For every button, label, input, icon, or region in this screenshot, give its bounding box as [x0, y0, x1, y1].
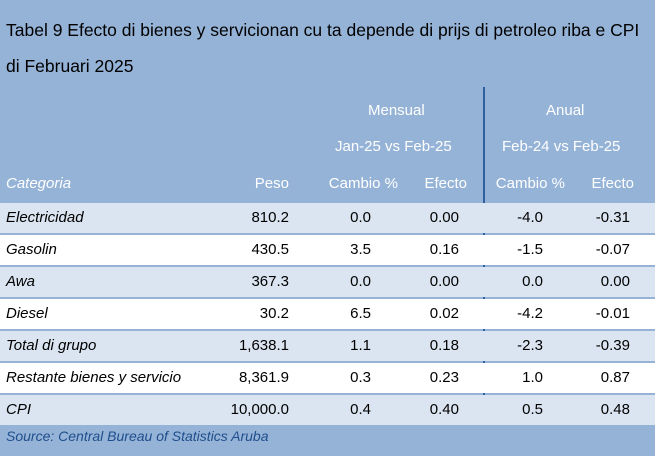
anual-efecto-cell: -0.01 [595, 305, 630, 322]
column-header-categoria: Categoria [6, 175, 72, 192]
category-cell: Total di grupo [6, 337, 97, 354]
column-header-anual-cambio: Cambio % [495, 175, 565, 192]
period-header-anual: Feb-24 vs Feb-25 [502, 138, 621, 155]
mensual-efecto-cell: 0.23 [429, 369, 459, 386]
category-cell: Restante bienes y servicio [6, 369, 182, 386]
table-row: Gasolin 430.5 3.5 0.16 -1.5 -0.07 [0, 235, 655, 265]
anual-cambio-cell: 0.5 [522, 401, 543, 418]
peso-cell: 430.5 [251, 241, 289, 258]
table-body: Electricidad 810.2 0.0 0.00 -4.0 -0.31 G… [0, 203, 655, 427]
mensual-efecto-cell: 0.40 [429, 401, 459, 418]
table-row: Awa 367.3 0.0 0.00 0.0 0.00 [0, 267, 655, 297]
mensual-efecto-cell: 0.00 [429, 209, 459, 226]
peso-cell: 810.2 [251, 209, 289, 226]
anual-efecto-cell: -0.39 [595, 337, 630, 354]
column-header-mensual-cambio: Cambio % [328, 175, 398, 192]
mensual-efecto-cell: 0.00 [429, 273, 459, 290]
mensual-cambio-cell: 1.1 [350, 337, 371, 354]
mensual-efecto-cell: 0.16 [429, 241, 459, 258]
mensual-cambio-cell: 0.0 [350, 273, 371, 290]
mensual-cambio-cell: 6.5 [350, 305, 371, 322]
column-header-anual-efecto: Efecto [591, 175, 634, 192]
mensual-efecto-cell: 0.02 [429, 305, 459, 322]
table-row: CPI 10,000.0 0.4 0.40 0.5 0.48 [0, 395, 655, 425]
category-cell: Electricidad [6, 209, 84, 226]
mensual-cambio-cell: 3.5 [350, 241, 371, 258]
column-header-mensual-efecto: Efecto [424, 175, 467, 192]
peso-cell: 30.2 [259, 305, 289, 322]
table-row: Electricidad 810.2 0.0 0.00 -4.0 -0.31 [0, 203, 655, 233]
peso-cell: 8,361.9 [238, 369, 289, 386]
category-cell: Awa [6, 273, 35, 290]
table-row: Restante bienes y servicio 8,361.9 0.3 0… [0, 363, 655, 393]
anual-efecto-cell: 0.48 [600, 401, 630, 418]
anual-efecto-cell: -0.07 [595, 241, 630, 258]
source-note: Source: Central Bureau of Statistics Aru… [6, 428, 269, 444]
anual-efecto-cell: -0.31 [595, 209, 630, 226]
anual-cambio-cell: -2.3 [517, 337, 543, 354]
column-header-peso: Peso [254, 175, 289, 192]
mensual-cambio-cell: 0.4 [350, 401, 371, 418]
anual-efecto-cell: 0.00 [600, 273, 630, 290]
table-row: Diesel 30.2 6.5 0.02 -4.2 -0.01 [0, 299, 655, 329]
group-header-anual: Anual [546, 102, 585, 119]
anual-cambio-cell: -4.2 [517, 305, 543, 322]
anual-efecto-cell: 0.87 [600, 369, 630, 386]
mensual-cambio-cell: 0.0 [350, 209, 371, 226]
period-header-mensual: Jan-25 vs Feb-25 [335, 138, 452, 155]
anual-cambio-cell: 0.0 [522, 273, 543, 290]
mensual-cambio-cell: 0.3 [350, 369, 371, 386]
category-cell: Diesel [6, 305, 48, 322]
category-cell: CPI [6, 401, 32, 418]
peso-cell: 10,000.0 [230, 401, 289, 418]
table-row: Total di grupo 1,638.1 1.1 0.18 -2.3 -0.… [0, 331, 655, 361]
table-title: Tabel 9 Efecto di bienes y servicionan c… [6, 20, 640, 76]
mensual-efecto-cell: 0.18 [429, 337, 459, 354]
category-cell: Gasolin [6, 241, 57, 258]
peso-cell: 367.3 [251, 273, 289, 290]
group-header-mensual: Mensual [368, 102, 425, 119]
peso-cell: 1,638.1 [238, 337, 289, 354]
anual-cambio-cell: -4.0 [517, 209, 543, 226]
anual-cambio-cell: 1.0 [522, 369, 543, 386]
anual-cambio-cell: -1.5 [517, 241, 543, 258]
